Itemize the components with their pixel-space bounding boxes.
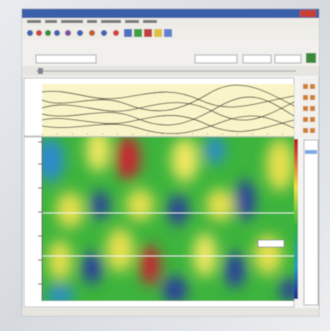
title-bar	[22, 9, 319, 18]
list-panel	[303, 139, 319, 306]
combo-box[interactable]	[35, 54, 97, 64]
toolbar-icons[interactable]	[27, 29, 172, 37]
combo-box[interactable]	[242, 54, 272, 64]
list-item-selected[interactable]	[305, 150, 317, 154]
menu-bar	[22, 18, 319, 26]
y-axis	[38, 137, 43, 301]
combo-box[interactable]	[194, 54, 238, 64]
close-button[interactable]	[300, 10, 316, 17]
slider-thumb[interactable]	[38, 68, 43, 74]
color-bar	[294, 139, 298, 299]
combo-box[interactable]	[274, 54, 302, 64]
side-buttons[interactable]	[303, 84, 315, 133]
side-panel	[300, 78, 318, 138]
heatmap	[42, 137, 294, 301]
marker-box	[257, 239, 285, 248]
status-bar	[22, 308, 319, 316]
trace-lines	[41, 84, 295, 135]
toolbar-icon[interactable]	[306, 53, 316, 63]
